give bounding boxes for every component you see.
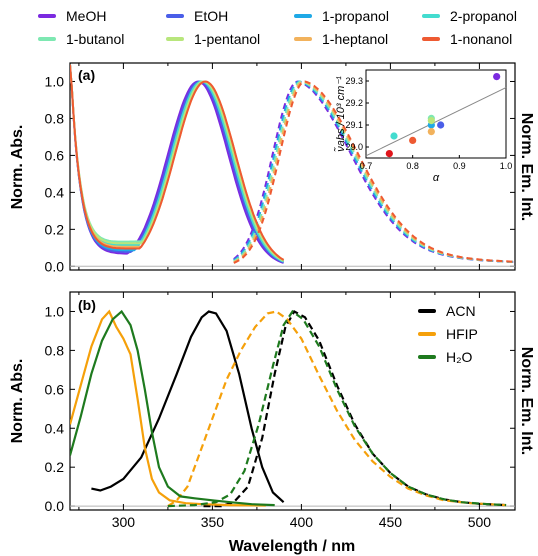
inset-point xyxy=(386,150,393,157)
b-legend-label: ACN xyxy=(446,303,476,319)
y-tick-label: 0.8 xyxy=(45,110,65,126)
inset-x-tick-label: 0.7 xyxy=(360,161,373,171)
abs-curve-H₂O xyxy=(70,312,275,506)
abs-curve-HFIP xyxy=(70,312,266,506)
inset-point xyxy=(428,117,435,124)
inset-x-tick-label: 0.9 xyxy=(453,161,466,171)
inset-y-tick-label: 29.0 xyxy=(345,142,363,152)
b-legend-label: HFIP xyxy=(446,326,478,342)
panel-b-frame xyxy=(70,292,515,510)
inset-point xyxy=(437,121,444,128)
y-tick-label: 0.0 xyxy=(45,498,65,514)
panel-b-ylabel-left: Norm. Abs. xyxy=(9,359,26,444)
legend-label: 1-heptanol xyxy=(322,31,388,47)
legend-label: 1-pentanol xyxy=(194,31,260,47)
panel-b-y-ticks: 0.0 0.2 0.4 0.6 0.8 1.0 xyxy=(45,303,515,514)
panel-b-legend: ACN HFIP H₂O xyxy=(420,303,478,365)
x-tick-label: 400 xyxy=(290,514,314,530)
legend-label: EtOH xyxy=(194,8,228,24)
x-tick-label: 450 xyxy=(379,514,403,530)
x-axis-label: Wavelength / nm xyxy=(229,538,356,555)
panel-a-label: (a) xyxy=(78,67,95,83)
inset-xlabel: α xyxy=(433,172,440,184)
top-legend: MeOH EtOH 1-propanol 2-propanol 1-butanol 1-p… xyxy=(40,8,517,47)
inset-y-tick-label: 29.2 xyxy=(345,98,363,108)
b-legend-label: H₂O xyxy=(446,349,473,365)
inset-point xyxy=(409,137,416,144)
y-tick-label: 0.4 xyxy=(45,420,65,436)
inset-point xyxy=(493,73,500,80)
panel-b-ylabel-right: Norm. Em. Int. xyxy=(518,347,535,455)
x-tick-label: 350 xyxy=(201,514,225,530)
y-tick-label: 0.0 xyxy=(45,258,65,274)
inset-ylabel: ν̃abs / 10³ cm⁻¹ xyxy=(334,76,347,152)
panel-b: (b) Norm. Abs. Norm. Em. Int. 0.00.20.40… xyxy=(9,292,535,530)
y-tick-label: 0.2 xyxy=(45,459,65,475)
abs-curve-ACN xyxy=(91,312,283,503)
inset-y-tick-label: 29.3 xyxy=(345,76,363,86)
panel-b-label: (b) xyxy=(78,297,96,313)
inset-point xyxy=(390,132,397,139)
inset-x-tick-label: 0.8 xyxy=(406,161,419,171)
inset-plot: α ν̃abs / 10³ cm⁻¹ 0.7 0.8 0.9 1.0 29.0 29.1 2… xyxy=(334,70,512,184)
panel-a-ylabel-right: Norm. Em. Int. xyxy=(518,113,535,221)
panel-a-ylabel-left: Norm. Abs. xyxy=(9,125,26,210)
y-tick-label: 0.6 xyxy=(45,381,65,397)
y-tick-label: 0.6 xyxy=(45,147,65,163)
y-tick-label: 1.0 xyxy=(45,73,65,89)
inset-x-tick-label: 1.0 xyxy=(500,161,513,171)
y-tick-label: 1.0 xyxy=(45,303,65,319)
y-tick-label: 0.8 xyxy=(45,342,65,358)
legend-label: 1-butanol xyxy=(66,31,124,47)
y-tick-label: 0.4 xyxy=(45,184,65,200)
legend-label: 2-propanol xyxy=(450,8,517,24)
inset-frame xyxy=(366,70,506,158)
inset-y-tick-label: 29.1 xyxy=(345,120,363,130)
legend-label: 1-propanol xyxy=(322,8,389,24)
panel-b-curves xyxy=(70,312,506,507)
x-tick-label: 500 xyxy=(468,514,492,530)
x-tick-label: 300 xyxy=(112,514,136,530)
inset-point xyxy=(428,128,435,135)
y-tick-label: 0.2 xyxy=(45,221,65,237)
legend-label: MeOH xyxy=(66,8,106,24)
legend-label: 1-nonanol xyxy=(450,31,512,47)
